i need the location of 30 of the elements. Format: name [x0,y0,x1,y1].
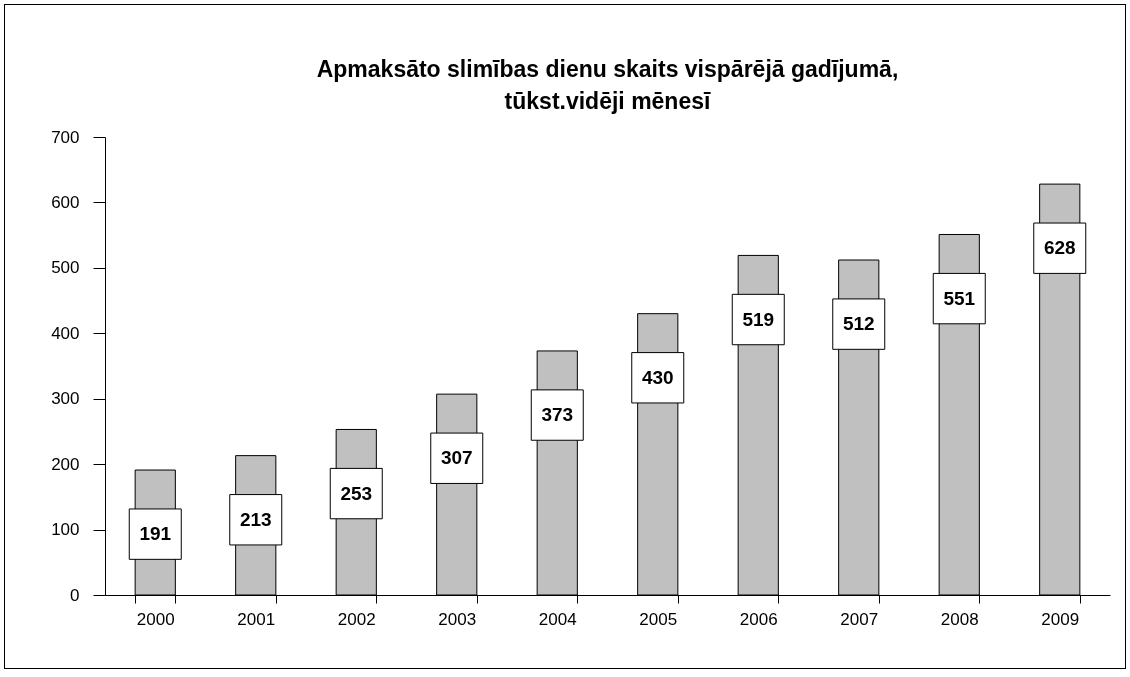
text: tūkst.vidēji mēnesī [504,88,711,114]
data-label: 628 [1043,237,1076,259]
data-label: 373 [541,404,574,426]
data-label: 512 [842,313,875,335]
data-label: 551 [943,287,976,309]
x-tick-label: 2004 [538,609,577,629]
x-tick-label: 2001 [237,609,276,629]
y-tick-label: 0 [70,585,80,605]
data-label: 213 [239,508,272,530]
data-label: 430 [641,366,674,388]
data-label: 519 [742,308,775,330]
x-tick-label: 2000 [136,609,175,629]
y-tick-label: 200 [51,454,80,474]
x-tick-label: 2009 [1041,609,1080,629]
x-tick-label: 2008 [940,609,979,629]
data-label: 191 [139,523,172,545]
y-tick-label: 100 [51,520,80,540]
text: Apmaksāto slimības dienu skaits vispārējā gadījumā, [316,56,899,82]
x-tick-label: 2005 [639,609,678,629]
y-tick-label: 400 [51,323,80,343]
y-tick-label: 500 [51,258,80,278]
y-tick-label: 600 [51,192,80,212]
y-tick-label: 300 [51,389,80,409]
x-tick-label: 2002 [337,609,376,629]
data-label: 307 [440,447,473,469]
x-tick-label: 2007 [840,609,879,629]
data-label: 253 [340,482,373,504]
x-tick-label: 2003 [438,609,477,629]
y-tick-label: 700 [51,127,80,147]
x-tick-label: 2006 [739,609,778,629]
